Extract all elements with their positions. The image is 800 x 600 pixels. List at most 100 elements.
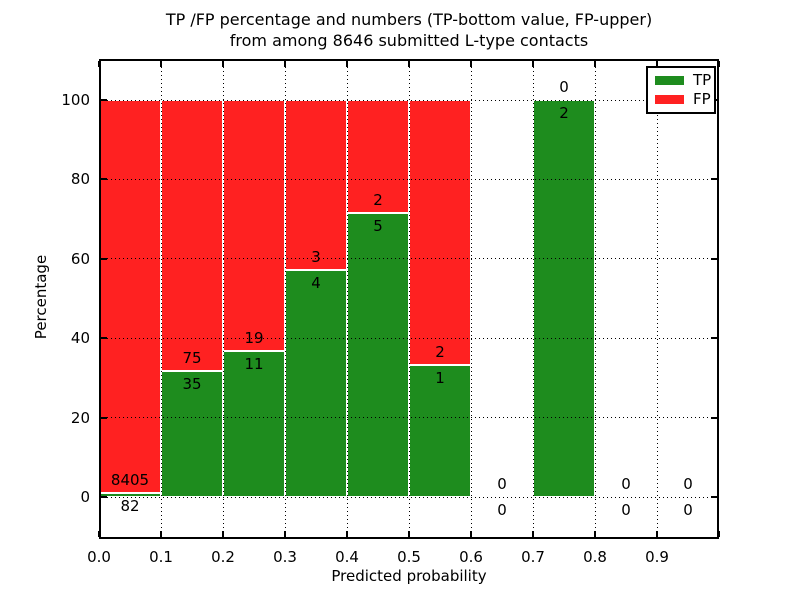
v-gridline <box>346 59 348 539</box>
fp-bar-segment <box>347 100 409 214</box>
plot-area: TP FP 8405 82 75 35 19 11 3 4 2 5 2 1 0 0 0 2 0 0 0 0 <box>98 59 720 539</box>
x-tick-mark <box>346 61 348 67</box>
fp-count-label: 3 <box>311 248 321 267</box>
legend-item-fp: FP <box>655 92 714 107</box>
x-tick-mark <box>718 531 720 537</box>
x-tick-mark <box>346 531 348 537</box>
chart-title-line2: from among 8646 submitted L-type contact… <box>229 31 589 50</box>
fp-count-label: 0 <box>683 475 693 493</box>
x-tick-mark <box>408 61 410 67</box>
fp-count-label: 8405 <box>110 471 150 490</box>
fp-count-label: 2 <box>373 191 383 210</box>
x-tick-mark <box>284 61 286 67</box>
x-tick-label: 0.0 <box>87 548 111 566</box>
y-tick-label: 20 <box>70 408 90 427</box>
tp-bar-segment <box>409 364 471 497</box>
fp-bar-segment <box>409 100 471 365</box>
x-tick-label: 0.3 <box>273 548 297 566</box>
y-tick-mark <box>101 257 107 260</box>
v-gridline <box>532 59 534 539</box>
x-tick-mark <box>408 531 410 537</box>
legend: TP FP <box>646 66 716 114</box>
x-tick-label: 0.4 <box>335 548 359 566</box>
v-gridline <box>160 59 162 539</box>
fp-bar-segment <box>161 100 223 371</box>
y-tick-mark <box>101 337 107 340</box>
x-tick-label: 0.9 <box>645 548 669 566</box>
chart-title: TP /FP percentage and numbers (TP-bottom… <box>99 9 719 51</box>
x-tick-mark <box>470 61 472 67</box>
tp-color-swatch-icon <box>655 76 684 85</box>
x-tick-mark <box>594 61 596 67</box>
x-tick-label: 0.8 <box>583 548 607 566</box>
x-tick-label: 0.7 <box>521 548 545 566</box>
x-tick-mark <box>532 61 534 67</box>
tp-count-label: 1 <box>435 368 445 387</box>
tp-bar-segment <box>161 370 223 497</box>
x-axis-label: Predicted probability <box>331 567 487 585</box>
tp-count-label: 0 <box>683 501 693 519</box>
y-tick-label: 40 <box>70 329 90 348</box>
x-tick-mark <box>222 61 224 67</box>
fp-count-label: 75 <box>182 348 202 367</box>
x-tick-mark <box>532 531 534 537</box>
tp-count-label: 11 <box>244 355 264 374</box>
v-gridline <box>222 59 224 539</box>
tp-count-label: 2 <box>559 104 569 122</box>
y-tick-mark <box>711 496 717 498</box>
legend-item-tp: TP <box>655 73 714 88</box>
x-tick-mark <box>284 531 286 537</box>
tp-bar-segment <box>533 100 595 497</box>
x-tick-mark <box>470 531 472 537</box>
legend-label-fp: FP <box>693 90 711 108</box>
y-tick-mark <box>101 99 107 101</box>
legend-label-tp: TP <box>693 71 712 89</box>
y-tick-mark <box>711 337 717 340</box>
v-gridline <box>470 59 472 539</box>
tp-bar-segment <box>347 213 409 497</box>
x-tick-label: 0.1 <box>149 548 173 566</box>
tp-count-label: 4 <box>311 274 321 293</box>
y-tick-mark <box>101 178 107 181</box>
x-tick-mark <box>160 531 162 537</box>
v-gridline <box>284 59 286 539</box>
x-tick-mark <box>718 61 720 67</box>
fp-count-label: 0 <box>621 475 631 493</box>
fp-bar-segment <box>99 100 161 494</box>
x-tick-label: 0.2 <box>211 548 235 566</box>
tp-count-label: 5 <box>373 217 383 236</box>
x-tick-label: 0.6 <box>459 548 483 566</box>
x-tick-label: 0.5 <box>397 548 421 566</box>
y-tick-mark <box>101 496 107 498</box>
x-tick-mark <box>98 61 100 67</box>
fp-bar-segment <box>285 100 347 271</box>
y-tick-label: 100 <box>61 91 90 109</box>
v-gridline <box>408 59 410 539</box>
x-tick-mark <box>98 531 100 537</box>
x-tick-mark <box>656 531 658 537</box>
fp-bar-segment <box>223 100 285 352</box>
x-tick-mark <box>160 61 162 67</box>
fp-count-label: 2 <box>435 342 445 361</box>
y-tick-mark <box>101 416 107 419</box>
y-tick-mark <box>711 416 717 419</box>
x-tick-mark <box>656 61 658 67</box>
y-tick-label: 60 <box>70 249 90 268</box>
y-tick-label: 80 <box>70 170 90 189</box>
fp-color-swatch-icon <box>655 95 684 104</box>
y-tick-label: 0 <box>80 488 90 506</box>
tp-count-label: 0 <box>497 501 507 519</box>
x-tick-mark <box>594 531 596 537</box>
x-tick-mark <box>222 531 224 537</box>
v-gridline <box>594 59 596 539</box>
y-tick-mark <box>711 178 717 181</box>
tp-count-label: 0 <box>621 501 631 519</box>
v-gridline <box>656 59 658 539</box>
tp-count-label: 82 <box>120 497 140 516</box>
fp-count-label: 0 <box>559 78 569 96</box>
fp-count-label: 19 <box>244 329 264 348</box>
chart-title-line1: TP /FP percentage and numbers (TP-bottom… <box>165 10 653 29</box>
fp-count-label: 0 <box>497 475 507 493</box>
tp-bar-segment <box>285 270 347 497</box>
